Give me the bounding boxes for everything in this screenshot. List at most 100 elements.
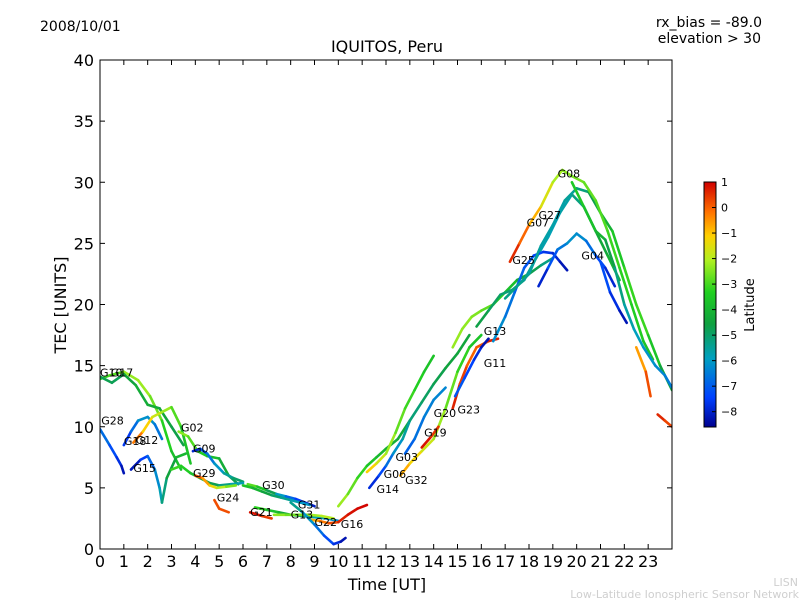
satellite-label: G16 bbox=[341, 518, 364, 531]
series-segment bbox=[594, 199, 609, 233]
y-tick-label: 0 bbox=[84, 540, 94, 559]
series-segment bbox=[153, 423, 164, 441]
series-segment bbox=[468, 333, 483, 349]
series-segment bbox=[503, 278, 519, 294]
series-segment bbox=[663, 374, 672, 389]
series-segment bbox=[456, 333, 471, 355]
series-g15 bbox=[129, 452, 188, 504]
satellite-labels: G10G17G28G18G12G15G02G09G29G24G21G30G31G… bbox=[100, 167, 604, 531]
series-segment bbox=[120, 464, 126, 475]
series-segment bbox=[289, 498, 302, 504]
series-segment bbox=[198, 447, 209, 455]
colorbar-tick-label: −1 bbox=[721, 227, 737, 240]
series-g04 bbox=[508, 168, 655, 361]
watermark-full: Low-Latitude Ionospheric Sensor Network bbox=[570, 588, 799, 600]
series-segment bbox=[129, 419, 140, 433]
series-segment bbox=[603, 238, 617, 270]
satellite-label: G29 bbox=[193, 467, 216, 480]
series-segment bbox=[313, 515, 328, 520]
satellite-label: G10 bbox=[100, 367, 123, 380]
satellite-label: G22 bbox=[315, 516, 338, 529]
series-segment bbox=[134, 383, 149, 407]
series-g19 bbox=[403, 386, 447, 455]
series-segment bbox=[403, 437, 416, 455]
satellite-label: G30 bbox=[262, 479, 285, 492]
series-segment bbox=[518, 223, 531, 245]
colorbar-tick-label: −8 bbox=[721, 406, 737, 419]
series-segment bbox=[458, 364, 469, 386]
series-segment bbox=[646, 333, 662, 367]
series-segment bbox=[558, 193, 574, 215]
series-segment bbox=[599, 260, 612, 294]
series-segment bbox=[222, 471, 235, 480]
series-segment bbox=[444, 352, 459, 370]
satellite-label: G25 bbox=[512, 254, 535, 267]
series-segment bbox=[375, 447, 388, 459]
satellite-label: G11 bbox=[484, 357, 507, 370]
series-segment bbox=[408, 449, 424, 465]
series-segment bbox=[594, 229, 609, 257]
x-tick-label: 0 bbox=[95, 552, 105, 571]
series-segment bbox=[275, 492, 288, 498]
satellite-label: G14 bbox=[376, 483, 399, 496]
series-segment bbox=[541, 250, 555, 255]
satellite-label: G04 bbox=[581, 249, 604, 262]
series-segment bbox=[284, 495, 297, 501]
satellite-label: G27 bbox=[539, 209, 562, 222]
series-segment bbox=[384, 452, 395, 468]
series-segment bbox=[201, 476, 211, 487]
series-segment bbox=[456, 345, 471, 374]
series-segment bbox=[337, 492, 350, 508]
series-segment bbox=[582, 180, 598, 202]
x-tick-label: 19 bbox=[543, 552, 563, 571]
x-tick-label: 11 bbox=[352, 552, 372, 571]
x-tick-label: 8 bbox=[286, 552, 296, 571]
series-segment bbox=[570, 174, 586, 184]
series-segment bbox=[432, 407, 447, 441]
series-segment bbox=[356, 464, 369, 480]
series-segment bbox=[422, 354, 435, 374]
series-segment bbox=[217, 507, 230, 514]
series-segment bbox=[225, 484, 238, 488]
series-segment bbox=[215, 485, 228, 490]
series-g12 bbox=[132, 405, 192, 465]
series-segment bbox=[375, 452, 388, 465]
series-segment bbox=[561, 168, 574, 178]
series-segment bbox=[432, 386, 447, 402]
x-tick-label: 23 bbox=[638, 552, 658, 571]
series-segment bbox=[420, 435, 433, 449]
series-segment bbox=[413, 370, 426, 392]
satellite-label: G28 bbox=[101, 414, 124, 427]
series-segment bbox=[444, 370, 459, 410]
series-g35 bbox=[365, 354, 435, 474]
series-segment bbox=[170, 405, 183, 429]
series-g31 bbox=[241, 484, 312, 507]
y-tick-label: 40 bbox=[74, 51, 94, 70]
series-segment bbox=[160, 405, 173, 414]
series-g21 bbox=[213, 498, 230, 514]
series-segment bbox=[539, 256, 555, 267]
series-segment bbox=[611, 229, 626, 270]
series-segment bbox=[320, 514, 335, 520]
series-segment bbox=[213, 462, 226, 475]
series-segment bbox=[398, 462, 412, 477]
series-segment bbox=[298, 501, 312, 507]
x-tick-label: 21 bbox=[590, 552, 610, 571]
rx-bias-label: rx_bias = -89.0 bbox=[656, 15, 762, 31]
series-segment bbox=[265, 508, 281, 514]
satellite-label: G03 bbox=[396, 451, 419, 464]
satellite-label: G17 bbox=[111, 367, 134, 380]
series-segment bbox=[623, 266, 638, 306]
x-tick-label: 4 bbox=[190, 552, 200, 571]
series-segment bbox=[322, 534, 335, 546]
series-segment bbox=[403, 388, 416, 410]
y-axis-label: TEC [UNITS] bbox=[51, 257, 70, 355]
series-segment bbox=[613, 266, 626, 306]
series-segment bbox=[475, 309, 490, 328]
series-segment bbox=[122, 430, 133, 447]
series-segment bbox=[408, 400, 424, 422]
series-g03 bbox=[368, 333, 471, 490]
series-g24 bbox=[194, 474, 238, 490]
series-segment bbox=[213, 498, 221, 510]
